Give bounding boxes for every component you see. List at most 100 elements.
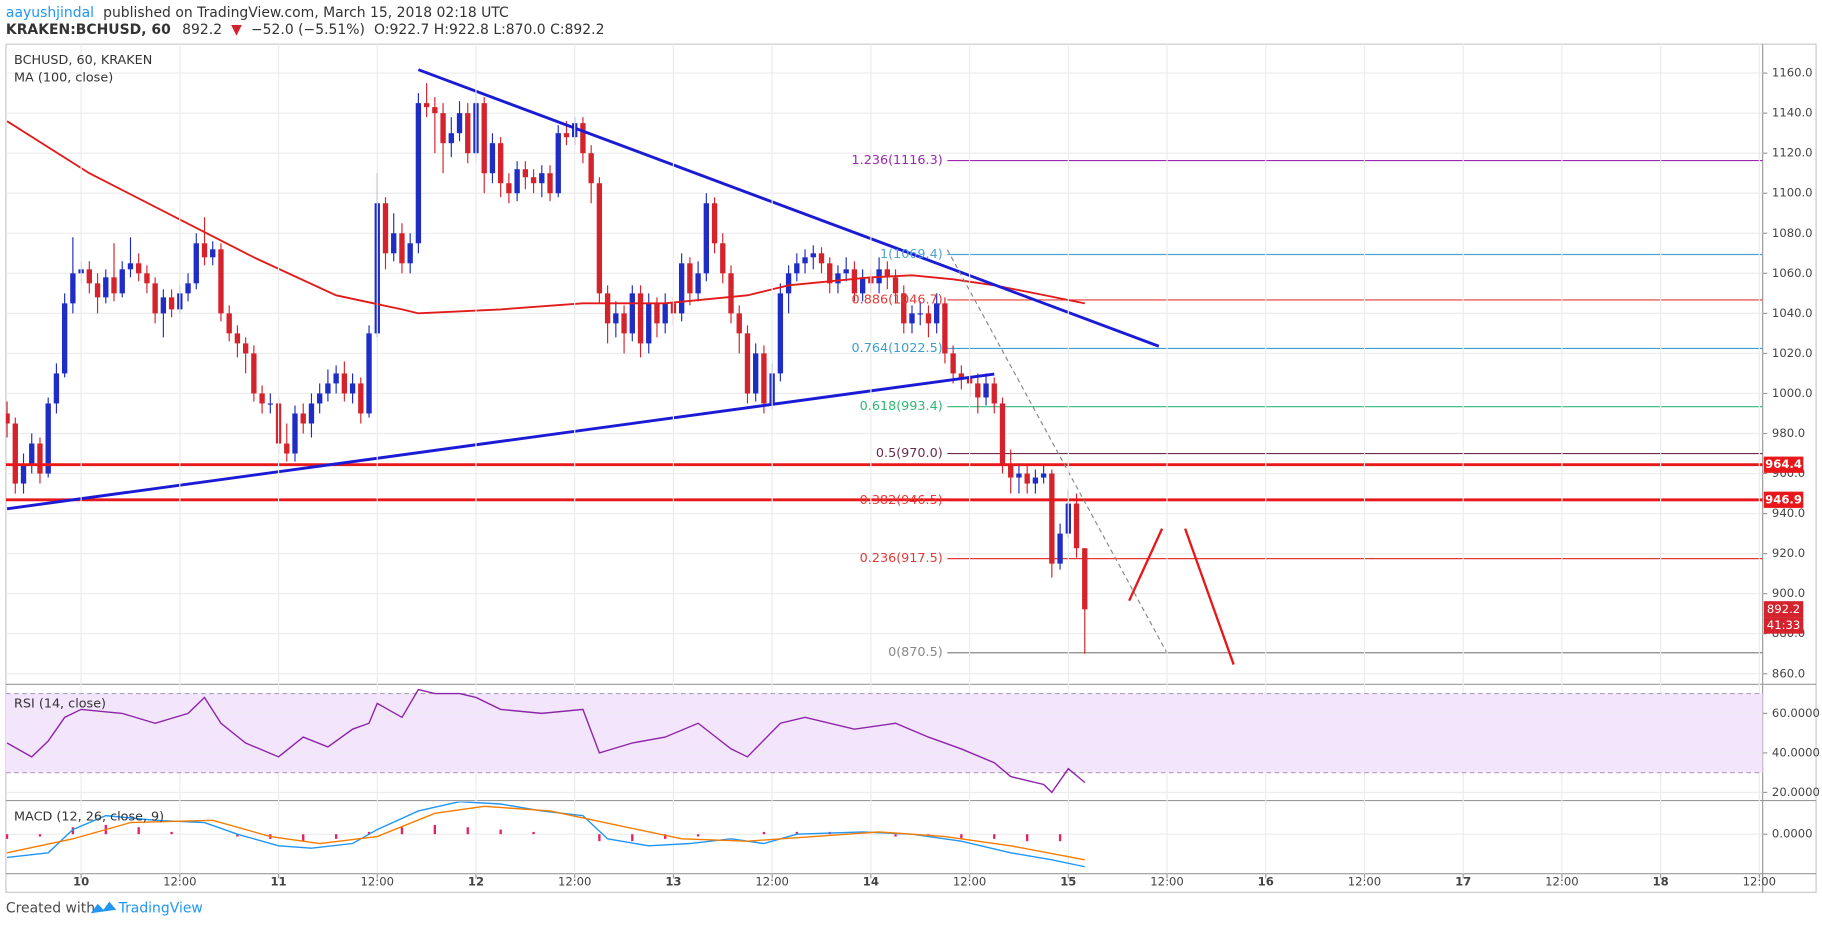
- author[interactable]: aayushjindal: [6, 5, 94, 21]
- candle-body: [925, 313, 932, 324]
- fib-label: 0.5(970.0): [876, 446, 943, 461]
- candle-body: [20, 463, 27, 484]
- candle-body: [1049, 473, 1055, 564]
- level-tag: [1763, 456, 1804, 473]
- candle-body: [29, 443, 35, 464]
- macd-histogram-bar: [631, 834, 634, 842]
- macd-histogram-bar: [894, 834, 897, 837]
- candle-body: [382, 203, 389, 254]
- candle-body: [119, 269, 125, 294]
- level-label: 964.4: [1765, 457, 1802, 471]
- candle-body: [86, 269, 93, 284]
- fib-label: 0.618(993.4): [860, 399, 943, 414]
- candle-body: [654, 303, 660, 324]
- candle-body: [168, 297, 175, 310]
- x-tick-label: 12:00: [1150, 874, 1183, 888]
- candle-body: [144, 273, 150, 284]
- symbol: KRAKEN:BCHUSD, 60: [6, 22, 171, 38]
- candle-body: [497, 143, 504, 184]
- x-tick-label: 12:00: [163, 874, 196, 888]
- x-tick-label: 12:00: [1743, 874, 1776, 888]
- candle-body: [802, 257, 808, 264]
- candle-body: [1040, 473, 1047, 478]
- macd-histogram-bar: [400, 827, 404, 835]
- candle-body: [547, 173, 553, 194]
- y-tick-label: 1120.0: [1772, 146, 1813, 160]
- candle-body: [596, 183, 603, 294]
- macd-histogram-bar: [960, 834, 963, 839]
- candle-body: [415, 103, 422, 244]
- macd-histogram-bar: [236, 834, 239, 837]
- candle-body: [629, 293, 635, 334]
- x-tick-label: 10: [73, 874, 89, 888]
- macd-histogram-bar: [334, 834, 338, 839]
- candle-body: [12, 423, 18, 484]
- fib-label: 1.236(1116.3): [852, 153, 943, 168]
- level-label: 946.9: [1765, 492, 1802, 506]
- candle-body: [37, 443, 43, 474]
- candle-body: [999, 403, 1006, 464]
- y-tick-label: 20.0000: [1772, 785, 1820, 799]
- macd-histogram-bar: [598, 834, 601, 842]
- candle-body: [234, 333, 241, 344]
- ma-legend: MA (100, close): [14, 70, 113, 85]
- candle-body: [892, 277, 899, 294]
- candle-body: [489, 143, 496, 174]
- candle-body: [399, 233, 405, 264]
- fib-label: 0(870.5): [888, 645, 943, 660]
- candle-body: [942, 303, 948, 354]
- candle-body: [934, 303, 940, 324]
- candle-body: [432, 107, 438, 114]
- x-tick-label: 18: [1653, 874, 1669, 888]
- candle-body: [448, 133, 454, 144]
- candle-body: [136, 263, 142, 274]
- candle-body: [917, 313, 923, 315]
- candle-body: [1016, 473, 1022, 478]
- footer-brand[interactable]: TradingView: [118, 901, 203, 917]
- ohlc: O:922.7 H:922.8 L:870.0 C:892.2: [374, 22, 604, 38]
- candle-body: [785, 273, 792, 294]
- macd-histogram-bar: [696, 834, 700, 837]
- candle-body: [901, 293, 907, 324]
- last-price-label: 892.2: [1767, 602, 1800, 616]
- candle-body: [991, 383, 997, 404]
- candle-body: [859, 277, 866, 294]
- y-tick-label: 1040.0: [1772, 306, 1813, 320]
- trendline: [1128, 528, 1164, 602]
- x-tick-label: 12: [468, 874, 484, 888]
- candle-body: [753, 353, 759, 394]
- price: 892.2: [182, 22, 222, 38]
- candle-body: [1032, 477, 1039, 484]
- candle-body: [284, 443, 290, 454]
- candle-body: [975, 383, 981, 398]
- candle-body: [391, 233, 397, 254]
- x-tick-label: 17: [1455, 874, 1471, 888]
- macd-histogram-bar: [170, 831, 173, 835]
- x-tick-label: 12:00: [1545, 874, 1578, 888]
- candle-body: [210, 249, 216, 258]
- rsi-line: [6, 688, 1086, 794]
- y-tick-label: 1100.0: [1772, 186, 1813, 200]
- candle-body: [711, 203, 718, 244]
- y-tick-label: 1140.0: [1772, 106, 1813, 120]
- candle-body: [522, 169, 529, 178]
- y-tick-label: 1000.0: [1772, 386, 1813, 400]
- y-tick-label: 1020.0: [1772, 346, 1813, 360]
- candle-body: [983, 383, 989, 398]
- macd-histogram-bar: [532, 831, 535, 835]
- candle-body: [440, 113, 446, 144]
- brand-logo[interactable]: [90, 901, 117, 914]
- candle-body: [1082, 548, 1088, 610]
- candle-body: [1008, 463, 1014, 478]
- candle-body: [407, 243, 413, 264]
- y-tick-label: 60.0000: [1772, 706, 1820, 720]
- macd-histogram-bar: [664, 834, 667, 839]
- candle-body: [103, 277, 109, 298]
- candle-body: [201, 243, 208, 258]
- y-tick-label: 860.0: [1772, 666, 1805, 680]
- candle-body: [70, 273, 76, 304]
- candle-body: [1073, 503, 1080, 549]
- fib-label: 0.236(917.5): [860, 551, 943, 566]
- y-tick-label: 900.0: [1772, 586, 1805, 600]
- candle-body: [465, 113, 471, 154]
